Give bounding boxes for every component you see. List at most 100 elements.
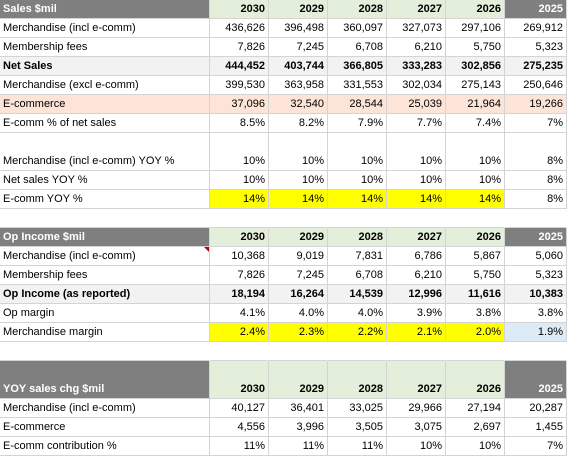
cell[interactable]: 10,383: [505, 285, 567, 304]
year-2026-header[interactable]: 2026: [446, 0, 505, 19]
cell[interactable]: 21,964: [446, 95, 505, 114]
row-label[interactable]: Merchandise (excl e-comm): [0, 76, 210, 95]
year-2029-header[interactable]: 2029: [269, 361, 328, 399]
year-2026-header[interactable]: 2026: [446, 361, 505, 399]
opincome-header-label[interactable]: Op Income $mil: [0, 228, 210, 247]
blank-cell[interactable]: [387, 342, 446, 361]
cell[interactable]: 396,498: [269, 19, 328, 38]
row-label[interactable]: Net Sales: [0, 57, 210, 76]
year-2029-header[interactable]: 2029: [269, 228, 328, 247]
cell[interactable]: 8.5%: [210, 114, 269, 133]
cell[interactable]: 14,539: [328, 285, 387, 304]
row-label[interactable]: Op Income (as reported): [0, 285, 210, 304]
row-label[interactable]: E-comm contribution %: [0, 437, 210, 456]
year-2029-header[interactable]: 2029: [269, 0, 328, 19]
cell[interactable]: 7.4%: [446, 114, 505, 133]
cell[interactable]: 5,323: [505, 38, 567, 57]
cell[interactable]: 327,073: [387, 19, 446, 38]
cell[interactable]: 10%: [446, 133, 505, 171]
cell[interactable]: 333,283: [387, 57, 446, 76]
cell[interactable]: 11%: [269, 437, 328, 456]
cell[interactable]: 8.2%: [269, 114, 328, 133]
cell[interactable]: 4,556: [210, 418, 269, 437]
cell[interactable]: 7,245: [269, 38, 328, 57]
cell[interactable]: 27,194: [446, 399, 505, 418]
cell[interactable]: 363,958: [269, 76, 328, 95]
cell[interactable]: 10%: [269, 133, 328, 171]
year-2025-header[interactable]: 2025: [505, 361, 567, 399]
cell[interactable]: 3.8%: [446, 304, 505, 323]
cell[interactable]: 7.7%: [387, 114, 446, 133]
cell[interactable]: 7,826: [210, 266, 269, 285]
cell[interactable]: 2.4%: [210, 323, 269, 342]
cell[interactable]: 7,245: [269, 266, 328, 285]
cell[interactable]: 275,143: [446, 76, 505, 95]
row-label[interactable]: E-commerce: [0, 95, 210, 114]
cell[interactable]: 2.0%: [446, 323, 505, 342]
cell[interactable]: 10%: [328, 171, 387, 190]
row-label[interactable]: E-comm YOY %: [0, 190, 210, 209]
year-2028-header[interactable]: 2028: [328, 361, 387, 399]
cell[interactable]: 10%: [387, 171, 446, 190]
cell[interactable]: 275,235: [505, 57, 567, 76]
cell[interactable]: 7,826: [210, 38, 269, 57]
cell[interactable]: 28,544: [328, 95, 387, 114]
cell[interactable]: 10%: [210, 171, 269, 190]
cell[interactable]: 5,750: [446, 266, 505, 285]
cell[interactable]: 14%: [328, 190, 387, 209]
cell[interactable]: 20,287: [505, 399, 567, 418]
row-label[interactable]: Op margin: [0, 304, 210, 323]
blank-cell[interactable]: [446, 209, 505, 228]
cell[interactable]: 4.0%: [269, 304, 328, 323]
cell[interactable]: 10%: [446, 171, 505, 190]
cell[interactable]: 7%: [505, 114, 567, 133]
year-2030-header[interactable]: 2030: [210, 228, 269, 247]
cell[interactable]: 37,096: [210, 95, 269, 114]
row-label[interactable]: E-comm % of net sales: [0, 114, 210, 133]
cell[interactable]: 5,750: [446, 38, 505, 57]
cell[interactable]: 7.9%: [328, 114, 387, 133]
cell[interactable]: 32,540: [269, 95, 328, 114]
year-2028-header[interactable]: 2028: [328, 0, 387, 19]
cell[interactable]: 3,075: [387, 418, 446, 437]
cell[interactable]: 269,912: [505, 19, 567, 38]
year-2028-header[interactable]: 2028: [328, 228, 387, 247]
cell[interactable]: 11,616: [446, 285, 505, 304]
cell[interactable]: 3.8%: [505, 304, 567, 323]
cell[interactable]: 25,039: [387, 95, 446, 114]
cell[interactable]: 403,744: [269, 57, 328, 76]
blank-cell[interactable]: [0, 342, 210, 361]
cell[interactable]: 8%: [505, 133, 567, 171]
cell[interactable]: 250,646: [505, 76, 567, 95]
cell[interactable]: 10%: [269, 171, 328, 190]
blank-cell[interactable]: [505, 209, 567, 228]
cell[interactable]: 3.9%: [387, 304, 446, 323]
cell[interactable]: 10%: [387, 437, 446, 456]
cell[interactable]: 33,025: [328, 399, 387, 418]
row-label[interactable]: Merchandise (incl e-comm): [0, 247, 210, 266]
cell[interactable]: 2.1%: [387, 323, 446, 342]
cell[interactable]: 12,996: [387, 285, 446, 304]
cell[interactable]: 8%: [505, 190, 567, 209]
cell[interactable]: 40,127: [210, 399, 269, 418]
blank-cell[interactable]: [328, 209, 387, 228]
year-2027-header[interactable]: 2027: [387, 228, 446, 247]
year-2027-header[interactable]: 2027: [387, 361, 446, 399]
cell[interactable]: 436,626: [210, 19, 269, 38]
cell[interactable]: 2.3%: [269, 323, 328, 342]
row-label[interactable]: E-commerce: [0, 418, 210, 437]
cell[interactable]: 6,210: [387, 38, 446, 57]
row-label[interactable]: Merchandise (incl e-comm): [0, 399, 210, 418]
cell[interactable]: 444,452: [210, 57, 269, 76]
row-label[interactable]: Merchandise (incl e-comm): [0, 19, 210, 38]
year-2030-header[interactable]: 2030: [210, 361, 269, 399]
blank-cell[interactable]: [210, 342, 269, 361]
cell[interactable]: 3,505: [328, 418, 387, 437]
row-label[interactable]: Membership fees: [0, 38, 210, 57]
blank-cell[interactable]: [0, 209, 210, 228]
cell[interactable]: 18,194: [210, 285, 269, 304]
cell[interactable]: 10%: [446, 437, 505, 456]
cell[interactable]: 14%: [269, 190, 328, 209]
row-label[interactable]: Membership fees: [0, 266, 210, 285]
cell[interactable]: 10%: [328, 133, 387, 171]
